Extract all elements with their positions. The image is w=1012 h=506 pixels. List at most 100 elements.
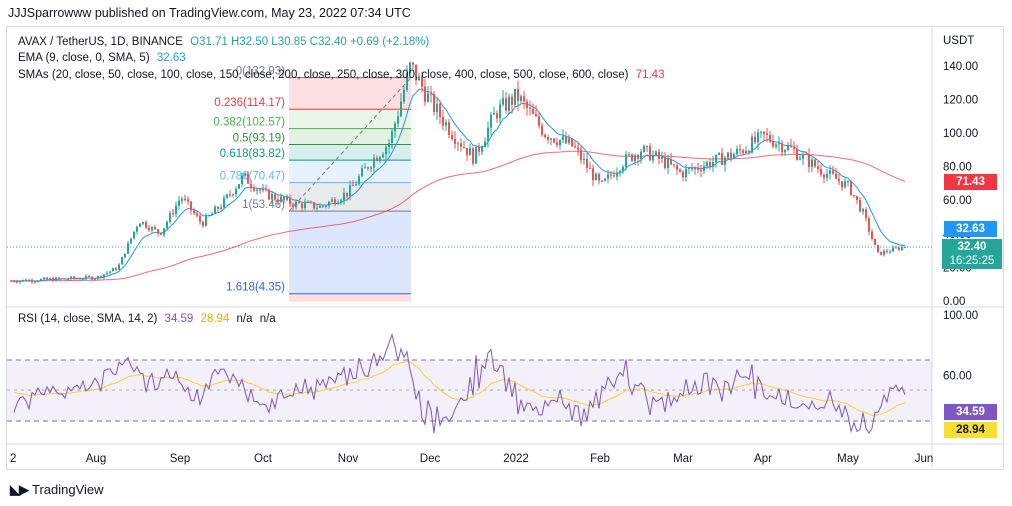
candle-body bbox=[892, 247, 894, 252]
candle-body bbox=[382, 154, 384, 158]
candle-body bbox=[49, 278, 51, 280]
rsi-axis[interactable]: 100.00 60.00 bbox=[943, 310, 978, 382]
candle-body bbox=[334, 199, 336, 205]
candle-body bbox=[844, 181, 846, 188]
candle-body bbox=[637, 155, 639, 159]
candle-body bbox=[199, 215, 201, 222]
candle-body bbox=[613, 175, 615, 177]
candle-body bbox=[700, 169, 702, 172]
candle-body bbox=[457, 143, 459, 145]
ohlc-values: O31.71 H32.50 L30.85 C32.40 +0.69 (+2.18… bbox=[190, 36, 430, 48]
tradingview-brand: TradingView bbox=[32, 482, 104, 497]
time-tick-label: 2 bbox=[10, 453, 16, 465]
time-axis[interactable]: 2 Aug Sep Oct Nov Dec 2022 Feb Mar Apr May Jun bbox=[10, 453, 933, 465]
candle-body bbox=[454, 138, 456, 144]
candle-body bbox=[418, 76, 420, 81]
candle-body bbox=[130, 238, 132, 244]
candle-body bbox=[400, 101, 402, 117]
candle-body bbox=[724, 157, 726, 166]
candle-body bbox=[754, 136, 756, 143]
candle-body bbox=[292, 204, 294, 208]
candle-body bbox=[97, 276, 99, 279]
candle-body bbox=[358, 176, 360, 185]
fibonacci-labels: 0(132.93) 0.236(114.17) 0.382(102.57) 0.5(9… bbox=[213, 66, 285, 294]
candle-body bbox=[316, 207, 318, 209]
candle-body bbox=[763, 131, 765, 134]
candle-body bbox=[64, 278, 66, 280]
tradingview-logo[interactable]: ◣▶ TradingView bbox=[10, 482, 104, 498]
candle-body bbox=[889, 251, 891, 253]
candle-body bbox=[853, 195, 855, 197]
candle-body bbox=[250, 183, 252, 188]
symbol-legend[interactable]: AVAX / TetherUS, 1D, BINANCE O31.71 H32.… bbox=[18, 36, 429, 48]
candle-body bbox=[190, 201, 192, 211]
candle-body bbox=[547, 137, 549, 140]
candle-body bbox=[895, 247, 897, 249]
candle-body bbox=[349, 185, 351, 197]
chart-frame bbox=[6, 26, 1004, 470]
candle-body bbox=[502, 98, 504, 105]
candle-body bbox=[124, 253, 126, 258]
candle-body bbox=[76, 278, 78, 280]
currency-label: USDT bbox=[943, 35, 974, 47]
candle-body bbox=[562, 136, 564, 141]
candle-body bbox=[832, 170, 834, 174]
rsi-sma-badge: 28.94 bbox=[944, 422, 997, 438]
candle-body bbox=[694, 167, 696, 170]
candle-body bbox=[727, 152, 729, 158]
candle-body bbox=[559, 140, 561, 146]
candle-body bbox=[493, 113, 495, 115]
candle-body bbox=[718, 153, 720, 155]
candle-body bbox=[511, 96, 513, 105]
candle-body bbox=[211, 213, 213, 216]
last-price-value: 32.40 bbox=[957, 241, 987, 253]
candle-body bbox=[655, 151, 657, 155]
ema-legend[interactable]: EMA (9, close, 0, SMA, 5) 32.63 bbox=[18, 52, 186, 64]
time-tick-label: Apr bbox=[754, 453, 772, 465]
rsi-sma-value: 28.94 bbox=[200, 313, 230, 325]
sma-legend[interactable]: SMAs (20, close, 50, close, 100, close, … bbox=[18, 69, 664, 81]
candle-body bbox=[583, 158, 585, 160]
candle-body bbox=[664, 157, 666, 168]
candle-body bbox=[16, 281, 18, 283]
candle-body bbox=[295, 201, 297, 208]
candle-body bbox=[100, 276, 102, 278]
candle-body bbox=[274, 194, 276, 200]
candle-body bbox=[790, 145, 792, 148]
fib-level-label: 1.618(4.35) bbox=[226, 282, 285, 294]
candle-body bbox=[451, 134, 453, 139]
candle-body bbox=[40, 278, 42, 282]
candle-body bbox=[181, 198, 183, 201]
rsi-tick-label: 60.00 bbox=[943, 370, 972, 382]
candle-body bbox=[829, 170, 831, 174]
candle-body bbox=[661, 157, 663, 159]
candle-body bbox=[685, 168, 687, 178]
rsi-na-1: n/a bbox=[236, 313, 253, 325]
time-tick-label: Nov bbox=[338, 453, 359, 465]
candle-body bbox=[271, 194, 273, 200]
time-tick-label: May bbox=[837, 453, 859, 465]
time-tick-label: Sep bbox=[170, 453, 190, 465]
candle-body bbox=[298, 201, 300, 204]
fib-zone bbox=[289, 128, 411, 145]
candle-body bbox=[184, 198, 186, 200]
candle-body bbox=[115, 268, 117, 270]
candle-body bbox=[217, 206, 219, 209]
candle-body bbox=[805, 154, 807, 156]
candle-body bbox=[160, 233, 162, 235]
candle-body bbox=[67, 278, 69, 280]
rsi-legend[interactable]: RSI (14, close, SMA, 14, 2) 34.59 28.94 … bbox=[18, 313, 276, 325]
candle-body bbox=[649, 146, 651, 161]
symbol-name[interactable]: AVAX / TetherUS, 1D, BINANCE bbox=[18, 36, 183, 48]
candle-body bbox=[640, 151, 642, 159]
candle-body bbox=[52, 278, 54, 281]
candlestick-series[interactable] bbox=[10, 61, 906, 284]
candle-body bbox=[31, 279, 33, 282]
candle-body bbox=[166, 221, 168, 229]
candle-body bbox=[586, 158, 588, 168]
candle-body bbox=[841, 181, 843, 188]
fib-zone bbox=[289, 293, 411, 302]
candle-body bbox=[838, 178, 840, 182]
candle-body bbox=[745, 150, 747, 153]
